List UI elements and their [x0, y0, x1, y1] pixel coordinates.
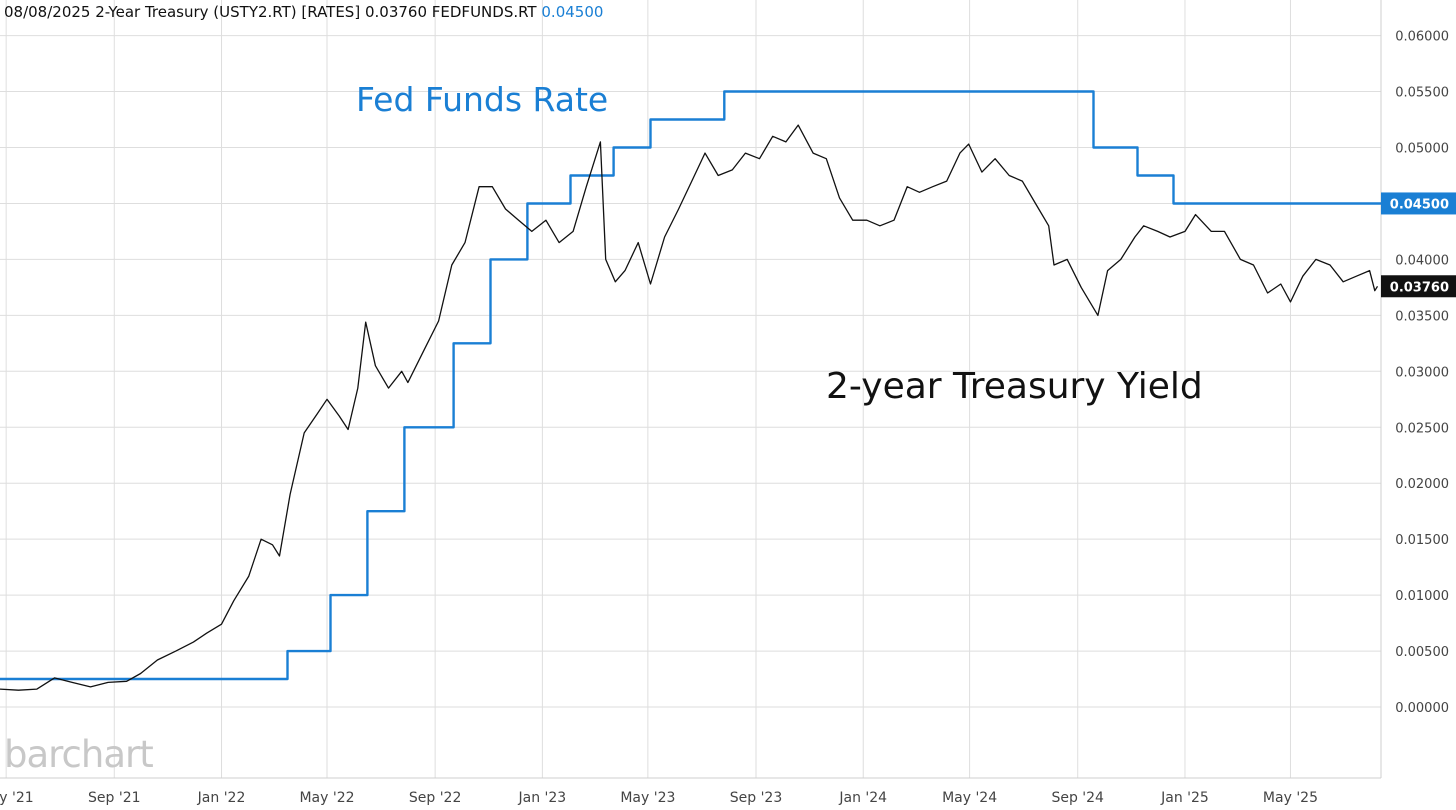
header-symbol1: 2-Year Treasury (USTY2.RT) [RATES]: [95, 3, 361, 21]
header-value2: 0.04500: [541, 3, 604, 21]
header-date: 08/08/2025: [4, 3, 91, 21]
barchart-logo: barchart: [4, 733, 154, 776]
x-tick-label: May '24: [942, 790, 997, 806]
last-value-tag-label: 0.04500: [1390, 197, 1449, 212]
x-tick-label: May '21: [0, 790, 34, 806]
x-tick-label: Jan '23: [518, 790, 567, 806]
x-tick-label: Sep '22: [409, 790, 462, 806]
x-tick-label: Sep '21: [88, 790, 141, 806]
x-tick-label: Sep '23: [730, 790, 783, 806]
treasury-annotation: 2-year Treasury Yield: [826, 366, 1203, 407]
last-value-tags: 0.04500 0.03760: [1381, 192, 1456, 298]
chart-header: 08/08/2025 2-Year Treasury (USTY2.RT) [R…: [4, 3, 603, 21]
last-value-tag: [1381, 275, 1456, 298]
treasury-yield-line: [0, 124, 1379, 691]
header-value1: 0.03760: [364, 3, 427, 21]
y-tick-label: 0.00500: [1395, 645, 1449, 660]
series-lines: [0, 90, 1381, 691]
y-tick-label: 0.02500: [1395, 421, 1449, 436]
y-tick-label: 0.03000: [1395, 365, 1449, 380]
fed-funds-annotation: Fed Funds Rate: [356, 80, 609, 119]
fed-funds-line: [0, 90, 1381, 681]
last-value-tag-label: 0.03760: [1390, 280, 1449, 295]
grid-lines: [0, 0, 1382, 779]
x-tick-label: Jan '22: [197, 790, 246, 806]
x-tick-label: May '22: [299, 790, 354, 806]
y-axis: 0.00000 0.00500 0.01000 0.01500 0.02000 0.025…: [1395, 30, 1449, 716]
y-tick-label: 0.05500: [1395, 86, 1449, 101]
y-tick-label: 0.00000: [1395, 701, 1449, 716]
y-tick-label: 0.01000: [1395, 589, 1449, 604]
x-tick-label: Jan '25: [1160, 790, 1209, 806]
y-tick-label: 0.06000: [1395, 30, 1449, 45]
header-symbol2: FEDFUNDS.RT: [431, 3, 537, 21]
y-tick-label: 0.03500: [1395, 309, 1449, 324]
x-tick-label: Jan '24: [838, 790, 887, 806]
y-tick-label: 0.02000: [1395, 477, 1449, 492]
x-tick-label: May '25: [1263, 790, 1318, 806]
y-tick-label: 0.05000: [1395, 142, 1449, 157]
x-tick-label: Sep '24: [1051, 790, 1104, 806]
last-value-tag: [1381, 192, 1456, 215]
x-tick-label: May '23: [620, 790, 675, 806]
x-axis: May '21 Sep '21 Jan '22 May '22 Sep '22 Jan '…: [0, 790, 1318, 806]
y-tick-label: 0.04000: [1395, 253, 1449, 268]
y-tick-label: 0.01500: [1395, 533, 1449, 548]
